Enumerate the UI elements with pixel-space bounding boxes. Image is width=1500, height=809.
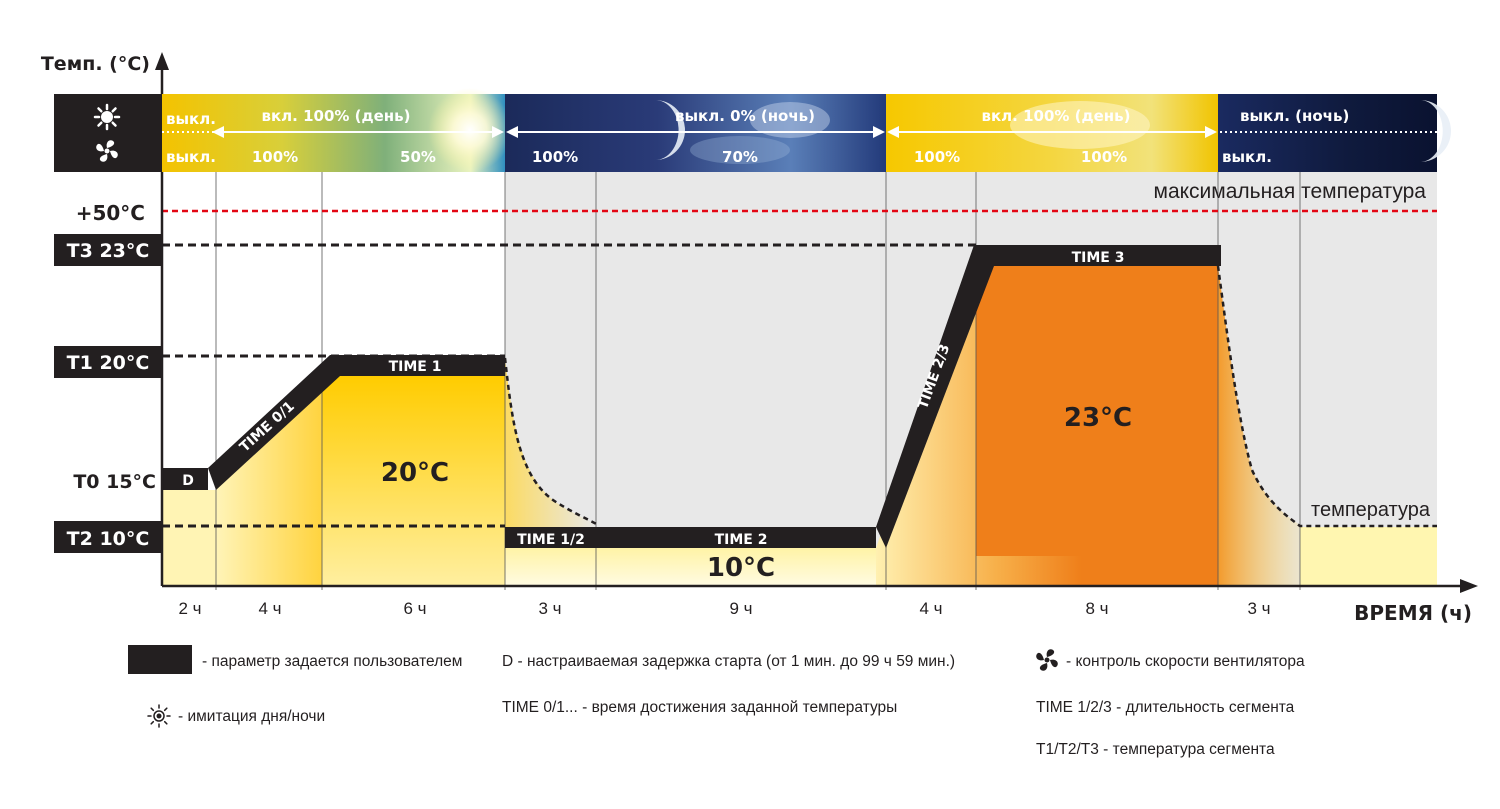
sun-outline-icon — [147, 704, 171, 728]
fan-off-2: выкл. — [1222, 148, 1272, 166]
fan-off-1: выкл. — [166, 148, 216, 166]
segment-time2 — [596, 527, 876, 548]
light-night-2: выкл. (ночь) — [1240, 107, 1349, 125]
hour-label: 4 ч — [919, 599, 942, 618]
fan-icon — [96, 140, 118, 162]
day-night-strip: выкл. вкл. 100% (день) выкл. 0% (ночь) в… — [54, 88, 1451, 172]
legend-t123: T1/T2/T3 - температура сегмента — [1036, 741, 1275, 758]
y-axis-title: Темп. (°C) — [41, 53, 150, 75]
fan-speed-d: 70% — [722, 148, 758, 166]
fan-speed-a: 100% — [252, 148, 298, 166]
sun-icon — [93, 103, 121, 131]
label-time3: TIME 3 — [1072, 250, 1125, 266]
light-off-1: выкл. — [166, 110, 216, 128]
hour-label: 4 ч — [258, 599, 281, 618]
hour-label: 9 ч — [729, 599, 752, 618]
x-axis-title: ВРЕМЯ (ч) — [1354, 601, 1472, 625]
zone-temp-1: 20°C — [381, 458, 449, 488]
legend-time01: TIME 0/1... - время достижения заданной … — [502, 699, 897, 716]
legend-fan: - контроль скорости вентилятора — [1066, 653, 1305, 670]
segment-time3 — [974, 245, 1221, 266]
hour-labels: 2 ч 4 ч 6 ч 3 ч 9 ч 4 ч 8 ч 3 ч — [178, 599, 1270, 618]
fan-speed-e: 100% — [914, 148, 960, 166]
label-time12: TIME 1/2 — [517, 532, 585, 548]
hour-label: 6 ч — [403, 599, 426, 618]
label-time1: TIME 1 — [389, 359, 442, 375]
hour-label: 3 ч — [1247, 599, 1270, 618]
zone-temp-2: 10°C — [707, 553, 775, 583]
legend-daynight: - имитация дня/ночи — [178, 708, 325, 725]
temp-label-max: +50°C — [76, 201, 145, 225]
legend-param-swatch — [128, 645, 192, 674]
segment-time1 — [330, 355, 505, 376]
label-time2: TIME 2 — [715, 532, 768, 548]
light-day-1: вкл. 100% (день) — [262, 107, 411, 125]
legend-time123: TIME 1/2/3 - длительность сегмента — [1036, 699, 1295, 716]
y-axis-labels: T3 23°C T1 20°C T2 10°C T0 15°C +50°C — [54, 201, 162, 553]
light-night-1: выкл. 0% (ночь) — [675, 107, 815, 125]
label-delay: D — [182, 473, 194, 489]
hour-label: 3 ч — [538, 599, 561, 618]
legend: - параметр задается пользователем D - на… — [128, 645, 1305, 758]
fan-speed-f: 100% — [1081, 148, 1127, 166]
hour-label: 2 ч — [178, 599, 201, 618]
fan-speed-b: 50% — [400, 148, 436, 166]
fan-speed-c: 100% — [532, 148, 578, 166]
legend-delay: D - настраиваемая задержка старта (от 1 … — [502, 653, 955, 670]
segment-time23 — [876, 245, 994, 548]
zone-temp-3: 23°C — [1064, 403, 1132, 433]
segment-delay — [162, 468, 208, 490]
light-day-2: вкл. 100% (день) — [982, 107, 1131, 125]
hour-label: 8 ч — [1085, 599, 1108, 618]
natural-cooling-curves — [503, 265, 1437, 528]
temp-label-t1: T1 20°C — [67, 352, 150, 374]
fan-icon — [1036, 649, 1058, 671]
temperature-profile — [162, 245, 1221, 548]
temp-label-t2: T2 10°C — [67, 528, 150, 550]
temperature-label: температура — [1311, 499, 1431, 521]
temp-label-t3: T3 23°C — [67, 240, 150, 262]
temp-label-t0: T0 15°C — [73, 471, 156, 493]
max-temperature-label: максимальная температура — [1154, 180, 1427, 203]
legend-user-param: - параметр задается пользователем — [202, 653, 462, 670]
segment-time12 — [505, 527, 596, 548]
segment-time01 — [208, 355, 340, 490]
